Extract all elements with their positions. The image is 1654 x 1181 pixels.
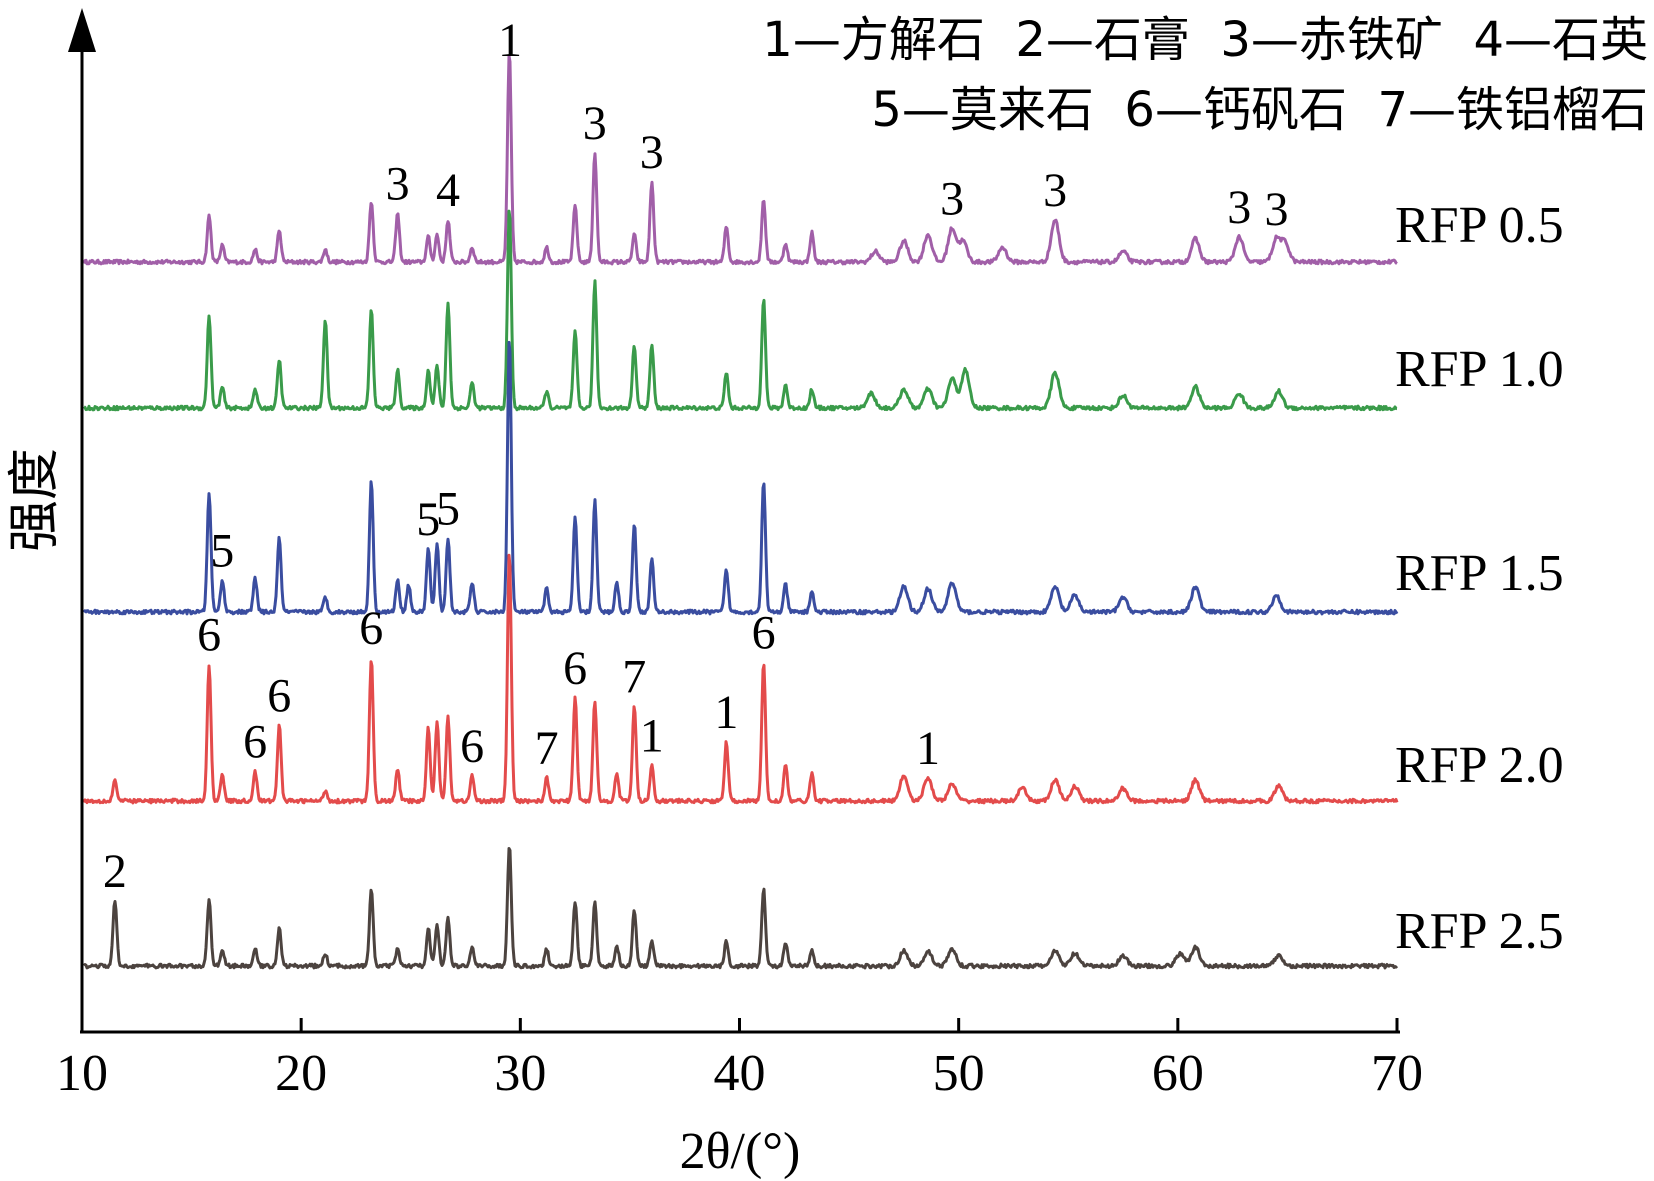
series-line-RFP-1_5 bbox=[82, 340, 1399, 616]
peak-annotation: 2 bbox=[103, 845, 127, 898]
legend-line-1: 1—方解石 2—石膏 3—赤铁矿 4—石英 bbox=[762, 12, 1648, 68]
peak-annotation: 6 bbox=[359, 602, 383, 655]
peak-annotation: 1 bbox=[916, 722, 940, 775]
peak-annotation: 6 bbox=[197, 609, 221, 662]
peak-annotation: 3 bbox=[1043, 164, 1067, 217]
series-line-RFP-2_0 bbox=[82, 553, 1399, 805]
peak-annotation: 6 bbox=[243, 716, 267, 769]
series-curves bbox=[82, 54, 1399, 970]
series-line-RFP-0_5 bbox=[82, 54, 1398, 266]
series-label: RFP 1.5 bbox=[1395, 545, 1564, 602]
x-tick-label: 20 bbox=[275, 1045, 327, 1102]
peak-annotation: 1 bbox=[640, 709, 664, 762]
peak-annotation: 6 bbox=[752, 606, 776, 659]
peak-annotation: 3 bbox=[640, 126, 664, 179]
x-tick-label: 10 bbox=[56, 1045, 108, 1102]
x-tick-label: 70 bbox=[1371, 1045, 1423, 1102]
peak-annotation: 5 bbox=[436, 483, 460, 536]
series-label: RFP 2.5 bbox=[1395, 903, 1564, 960]
x-tick-label: 50 bbox=[933, 1045, 985, 1102]
peak-annotation: 3 bbox=[1265, 183, 1289, 236]
series-label: RFP 1.0 bbox=[1395, 341, 1564, 398]
peak-annotation: 3 bbox=[386, 158, 410, 211]
peak-annotation: 6 bbox=[267, 669, 291, 722]
y-axis-label: 强度 bbox=[5, 448, 65, 552]
peak-annotation: 5 bbox=[210, 525, 234, 578]
series-labels: RFP 0.5 RFP 1.0 RFP 1.5 RFP 2.0 RFP 2.5 bbox=[1395, 197, 1564, 960]
series-label: RFP 2.0 bbox=[1395, 737, 1564, 794]
legend-line-2: 5—莫来石 6—钙矾石 7—铁铝榴石 bbox=[871, 82, 1648, 138]
series-label: RFP 0.5 bbox=[1395, 197, 1564, 254]
peak-annotation: 7 bbox=[622, 651, 646, 704]
x-axis-label: 2θ/(°) bbox=[680, 1123, 801, 1180]
y-axis-arrow bbox=[68, 8, 96, 52]
peak-annotation: 6 bbox=[460, 720, 484, 773]
peak-annotation: 6 bbox=[563, 642, 587, 695]
peak-annotation: 4 bbox=[436, 164, 460, 217]
x-tick-label: 30 bbox=[494, 1045, 546, 1102]
peak-annotation: 7 bbox=[535, 722, 559, 775]
peak-annotation: 3 bbox=[1227, 181, 1251, 234]
x-ticks: 10 20 30 40 50 60 70 bbox=[56, 1018, 1423, 1102]
series-line-RFP-2_5 bbox=[82, 847, 1399, 970]
series-line-RFP-1_0 bbox=[83, 209, 1398, 412]
peak-annotation: 1 bbox=[714, 686, 738, 739]
peak-annotation: 3 bbox=[940, 172, 964, 225]
peak-annotation: 3 bbox=[583, 97, 607, 150]
top-peak-marker: 1 bbox=[498, 14, 522, 67]
peak-annotation: 5 bbox=[416, 493, 440, 546]
x-tick-label: 60 bbox=[1152, 1045, 1204, 1102]
x-tick-label: 40 bbox=[714, 1045, 766, 1102]
